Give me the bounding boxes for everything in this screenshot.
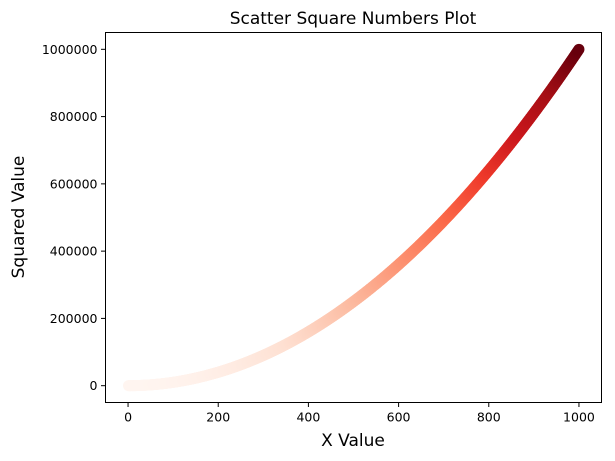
y-tick-label: 200000: [50, 311, 98, 326]
y-tick-label: 600000: [50, 176, 98, 191]
x-tick-label: 800: [477, 410, 501, 425]
x-tick-label: 1000: [563, 410, 595, 425]
x-tick-label: 0: [124, 410, 132, 425]
scatter-point: [573, 43, 585, 55]
y-tick-label: 1000000: [42, 42, 98, 57]
x-tick-label: 200: [206, 410, 230, 425]
x-tick-label: 400: [296, 410, 320, 425]
y-axis-title: Squared Value: [9, 156, 29, 279]
y-tick-label: 800000: [50, 109, 98, 124]
y-tick-label: 400000: [50, 244, 98, 259]
scatter-points: [123, 43, 585, 392]
y-axis: 0 200000 400000 600000 800000 1000000: [42, 42, 106, 393]
x-axis: 0 200 400 600 800 1000: [124, 402, 595, 425]
y-tick-label: 0: [90, 378, 98, 393]
chart-title: Scatter Square Numbers Plot: [230, 9, 477, 29]
x-axis-title: X Value: [321, 431, 385, 451]
x-tick-label: 600: [387, 410, 411, 425]
plot-frame: [105, 32, 602, 403]
